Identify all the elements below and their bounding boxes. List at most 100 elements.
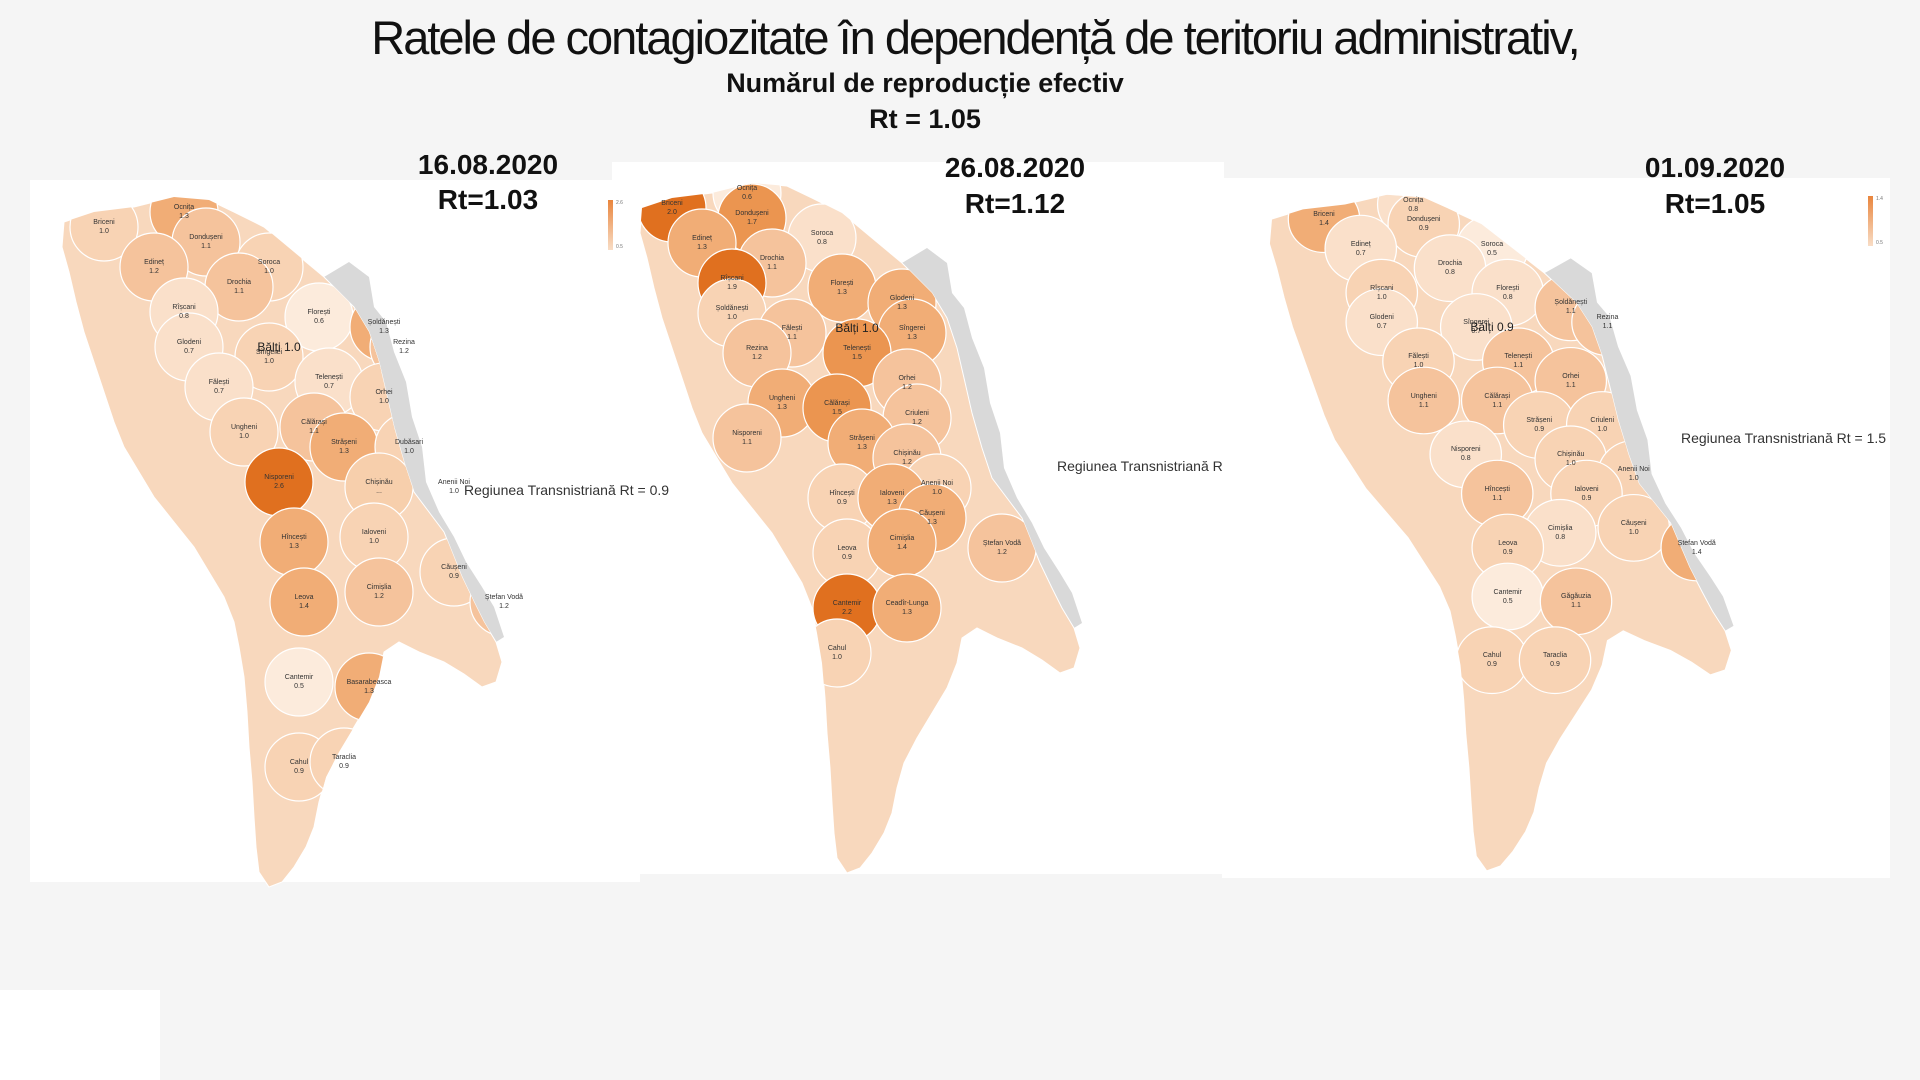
district-label: Cimișlia 1.4 <box>890 534 915 552</box>
district-name: Șoldănești <box>367 319 401 326</box>
district-name: Șoldănești <box>715 305 749 312</box>
district-name: Ialoveni <box>1574 485 1599 493</box>
district-name: Drochia <box>1437 260 1463 268</box>
transnistria-label: Regiunea Transnistriană R <box>1057 458 1223 474</box>
district-label: Florești 1.3 <box>831 279 854 297</box>
district-label: Briceni 2.0 <box>661 199 682 217</box>
district-value: 1.1 <box>742 439 752 446</box>
district-label: Leova 0.9 <box>837 544 856 562</box>
district-label: Soroca 1.0 <box>258 258 280 276</box>
district-label: Chișinău 1.0 <box>1557 450 1584 468</box>
district-name: Chișinău <box>1557 451 1585 459</box>
district-name: Hîncești <box>281 534 307 541</box>
district-label: Șoldănești 1.0 <box>716 304 749 322</box>
district-name: Orhei <box>375 389 393 396</box>
district-value: 1.2 <box>912 419 922 426</box>
map-3-rt: Rt=1.05 <box>1664 188 1766 219</box>
district-name: Soroca <box>257 259 281 266</box>
district-value: 1.1 <box>1513 362 1524 370</box>
district-value: 1.3 <box>777 404 787 411</box>
district-name: Strășeni <box>331 439 357 446</box>
district-name: Călărași <box>301 419 327 426</box>
district-name: Glodeni <box>889 295 915 302</box>
district-name: Cimișlia <box>889 535 915 542</box>
district-name: Chișinău <box>365 479 393 486</box>
district-name: Briceni <box>93 219 115 226</box>
district-label: Anenii Noi 1.0 <box>921 479 953 497</box>
district-label: Drochia 1.1 <box>760 254 784 272</box>
district-label: Strășeni 1.3 <box>331 438 357 456</box>
district-name: Călărași <box>1484 392 1511 400</box>
district-label: Edineț 1.3 <box>692 234 712 252</box>
district-value: 0.8 <box>1502 293 1513 301</box>
overall-rt: Rt = 1.05 <box>869 104 981 134</box>
district-name: Leova <box>294 594 314 601</box>
district-value: 1.3 <box>902 609 912 616</box>
district-name: Ștefan Vodă <box>982 540 1022 547</box>
district-label: Cantemir 0.5 <box>1494 588 1522 606</box>
district-name: Rîșcani <box>720 275 744 282</box>
district-value: 1.3 <box>364 688 374 695</box>
district-value: 1.2 <box>149 268 159 275</box>
color-legend <box>1868 196 1873 246</box>
district-value: 1.1 <box>1602 323 1613 331</box>
district-name: Cantemir <box>284 674 314 681</box>
district-label: Telenești 0.7 <box>315 373 343 391</box>
district-value: 1.4 <box>897 544 907 551</box>
district-name: Fălești <box>208 379 230 386</box>
district-label: Rîșcani 1.9 <box>720 274 743 292</box>
district-label: Rezina 1.2 <box>393 338 415 356</box>
district-label: Telenești 1.5 <box>843 344 871 362</box>
district-name: Ceadîr-Lunga <box>885 600 929 607</box>
district-label: Ștefan Vodă 1.2 <box>983 539 1021 557</box>
district-name: Briceni <box>661 200 683 207</box>
district-label: Cantemir 2.2 <box>833 599 861 617</box>
district-value: 0.9 <box>1550 661 1560 669</box>
district-value: 1.0 <box>1628 475 1639 482</box>
district-name: Dondușeni <box>735 210 769 217</box>
district-name: Rîșcani <box>172 304 196 311</box>
district-label: Telenești 1.1 <box>1504 352 1532 370</box>
district-label: Cimișlia 1.2 <box>367 583 392 601</box>
district-name: Rîșcani <box>1370 284 1394 292</box>
district-name: Călărași <box>824 400 850 407</box>
district-label: Ialoveni 1.0 <box>362 528 386 546</box>
district-name: Ștefan Vodă <box>1677 539 1716 547</box>
district-label: Găgăuzia 1.1 <box>1561 592 1591 610</box>
district-value: 0.8 <box>1555 533 1566 541</box>
district-label: Sîngerei 1.3 <box>899 324 925 342</box>
district-name: Rezina <box>393 339 415 346</box>
district-name: Ungheni <box>768 395 796 402</box>
district-name: Nisporeni <box>264 474 294 481</box>
slide-subtitle: Numărul de reproducție efectiv <box>726 68 1124 98</box>
district-value: 1.3 <box>897 304 907 311</box>
district-name: Hîncești <box>829 490 855 497</box>
district-label: Ungheni 1.1 <box>1411 392 1437 410</box>
district-label: Glodeni 1.3 <box>890 294 914 312</box>
district-name: Soroca <box>1480 240 1504 248</box>
district-name: Anenii Noi <box>438 479 470 486</box>
district-name: Cantemir <box>1493 588 1522 596</box>
district-name: Găgăuzia <box>1561 593 1591 601</box>
district-value: 1.2 <box>374 593 384 600</box>
district-name: Criuleni <box>905 410 929 417</box>
district-label: Dondușeni 0.9 <box>1407 215 1440 233</box>
district-name: Dubăsari <box>394 439 424 446</box>
district-label: Dondușeni 1.7 <box>735 209 768 227</box>
district-value: 0.5 <box>1487 249 1497 257</box>
district-label: Ialoveni 0.9 <box>1574 485 1598 503</box>
district-label: Soroca 0.8 <box>811 229 833 247</box>
district-value: 0.5 <box>294 683 304 690</box>
balti-label: Bălți 1.0 <box>257 340 301 354</box>
district-label: Chișinău 1.2 <box>893 449 920 467</box>
district-value: 0.9 <box>1418 225 1429 233</box>
map-1-date: 16.08.2020 <box>417 149 559 180</box>
district-value: 1.1 <box>1565 381 1576 389</box>
district-value: 1.1 <box>767 264 777 271</box>
district-value: 1.2 <box>902 384 912 391</box>
district-name: Sîngerei <box>1463 319 1490 326</box>
district-label: Florești 0.6 <box>308 308 331 326</box>
district-name: Sîngerei <box>255 349 283 356</box>
district-name: Drochia <box>226 279 252 286</box>
district-name: Ialoveni <box>361 529 387 536</box>
